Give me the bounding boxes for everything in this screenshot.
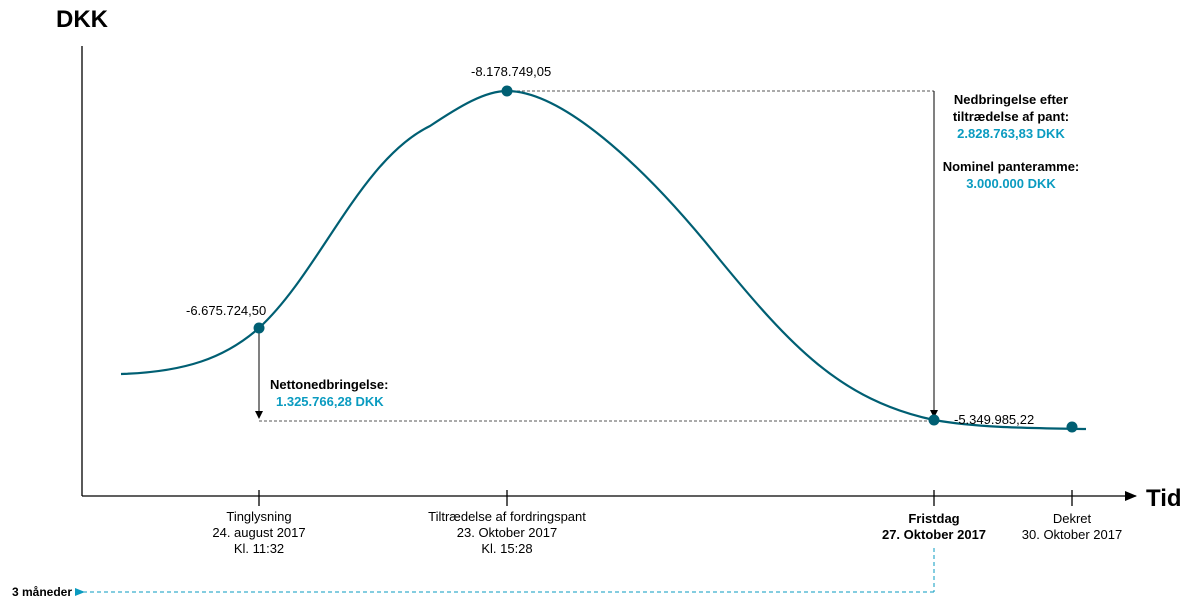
tick-label-tiltraedelse-date: 23. Oktober 2017 (457, 525, 557, 540)
nedbringelse-label-line2: tiltrædelse af pant: (953, 109, 1069, 124)
balance-curve (120, 89, 1087, 431)
point-peak (501, 85, 513, 97)
tick-label-dekret-name: Dekret (1053, 511, 1092, 526)
point-fristdag (928, 414, 940, 426)
value-label-peak: -8.178.749,05 (471, 64, 551, 79)
netto-label: Nettonedbringelse: (270, 377, 388, 392)
period-label: 3 måneder (12, 585, 72, 599)
tick-label-dekret-date: 30. Oktober 2017 (1022, 527, 1122, 542)
point-tinglysning (253, 322, 265, 334)
value-label-fristdag: -5.349.985,22 (954, 412, 1034, 427)
data-points (253, 85, 1078, 433)
tick-label-tiltraedelse-time: Kl. 15:28 (481, 541, 532, 556)
tick-label-tinglysning-date: 24. august 2017 (212, 525, 305, 540)
nedbringelse-label-line1: Nedbringelse efter (954, 92, 1068, 107)
x-axis-title: Tid (1146, 485, 1182, 512)
tick-label-tinglysning-name: Tinglysning (226, 509, 291, 524)
annotations: Nettonedbringelse: 1.325.766,28 DKK Nedb… (270, 92, 1079, 409)
panteramme-label: Nominel panteramme: (943, 159, 1080, 174)
tick-label-tinglysning-time: Kl. 11:32 (234, 541, 284, 556)
nedbringelse-value: 2.828.763,83 DKK (957, 126, 1065, 141)
y-axis-title: DKK (56, 6, 109, 33)
tick-label-tiltraedelse-name: Tiltrædelse af fordringspant (428, 509, 586, 524)
value-label-tinglysning: -6.675.724,50 (186, 303, 266, 318)
value-labels: -6.675.724,50 -8.178.749,05 -5.349.985,2… (186, 64, 1034, 427)
panteramme-value: 3.000.000 DKK (966, 176, 1056, 191)
netto-value: 1.325.766,28 DKK (276, 394, 384, 409)
tick-label-fristdag-date: 27. Oktober 2017 (882, 527, 986, 542)
axes: DKK Tid (56, 6, 1182, 512)
point-dekret (1066, 421, 1078, 433)
period-bracket: 3 måneder (12, 548, 935, 599)
tick-labels: Tinglysning 24. august 2017 Kl. 11:32 Ti… (212, 509, 1122, 556)
guide-lines (255, 90, 938, 422)
x-ticks (258, 490, 1073, 506)
tick-label-fristdag-name: Fristdag (908, 511, 959, 526)
